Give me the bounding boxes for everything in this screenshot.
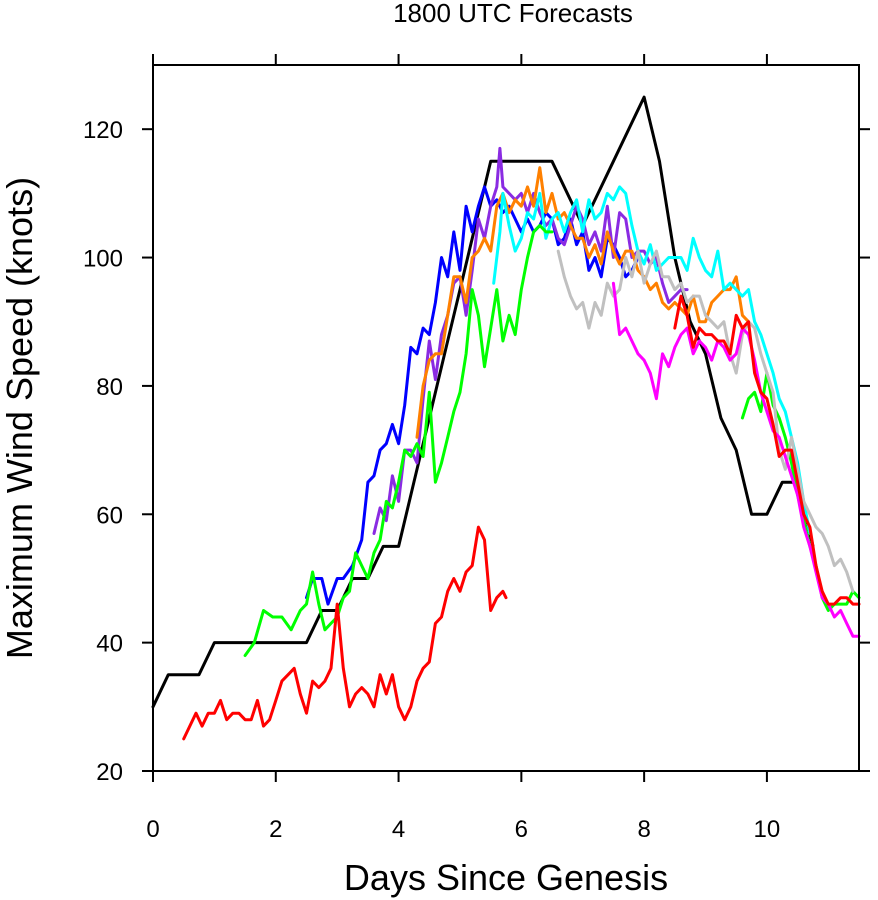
x-tick-label: 4	[392, 816, 405, 843]
series-line-11	[673, 294, 861, 606]
series-line-6	[243, 224, 554, 657]
y-axis-title: Maximum Wind Speed (knots)	[0, 177, 40, 659]
tick-layer: 0 2 4 6 8 10 20 40 60 80 100 120	[83, 54, 870, 843]
x-axis-title: Days Since Genesis	[344, 857, 668, 898]
series-line-2	[305, 185, 640, 606]
y-tick-label: 20	[96, 759, 123, 786]
y-tick-label: 60	[96, 502, 123, 529]
series-line-9	[611, 281, 861, 638]
series-layer	[151, 95, 861, 741]
y-tick-label: 80	[96, 374, 123, 401]
series-line-8	[556, 249, 855, 593]
x-tick-label: 0	[146, 816, 159, 843]
x-tick-label: 6	[515, 816, 528, 843]
x-tick-label: 8	[637, 816, 650, 843]
chart-title: 1800 UTC Forecasts	[393, 0, 633, 28]
y-tick-label: 40	[96, 631, 123, 658]
series-line-10	[182, 525, 508, 741]
plot-frame	[152, 64, 860, 772]
y-tick-label: 120	[83, 117, 123, 144]
x-tick-label: 10	[754, 816, 781, 843]
y-tick-label: 100	[83, 246, 123, 273]
series-line-5	[492, 185, 812, 535]
x-tick-label: 2	[269, 816, 282, 843]
